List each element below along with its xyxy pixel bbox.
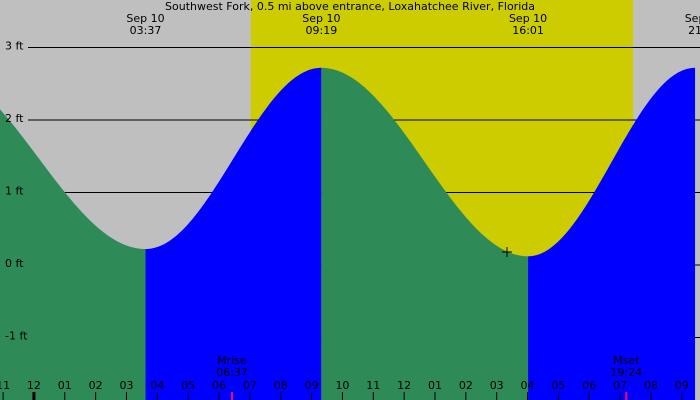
rising-tide (528, 67, 696, 400)
y-tick-label: 0 ft (5, 257, 24, 270)
extreme-time: 16:01 (512, 24, 544, 37)
moon-time: 06:37 (216, 366, 248, 379)
falling-tide (0, 109, 146, 400)
x-tick-label: 07 (243, 379, 257, 392)
falling-tide (321, 67, 529, 400)
x-tick-label: 11 (0, 379, 10, 392)
extreme-date: Sep 10 (302, 12, 340, 25)
x-tick-label: 05 (551, 379, 565, 392)
x-tick-label: 09 (305, 379, 319, 392)
cursor (502, 247, 512, 257)
chart-title: Southwest Fork, 0.5 mi above entrance, L… (165, 0, 535, 13)
x-tick-label: 12 (397, 379, 411, 392)
x-tick-label: 11 (366, 379, 380, 392)
extreme-date: Sep (685, 12, 700, 25)
x-tick-label: 09 (675, 379, 689, 392)
extreme-time: 09:19 (306, 24, 338, 37)
moon-label: Mset (613, 354, 640, 367)
extreme-date: Sep 10 (126, 12, 164, 25)
x-tick-label: 12 (27, 379, 41, 392)
y-tick-label: 1 ft (5, 184, 24, 197)
x-tick-label: 01 (58, 379, 72, 392)
x-tick-label: 03 (119, 379, 133, 392)
extreme-time: 21 (688, 24, 700, 37)
x-tick-label: 10 (335, 379, 349, 392)
x-tick-label: 08 (274, 379, 288, 392)
y-tick-label: 2 ft (5, 112, 24, 125)
moon-label: Mrise (217, 354, 247, 367)
x-tick-label: 03 (490, 379, 504, 392)
x-tick-label: 04 (521, 379, 535, 392)
y-tick-label: 3 ft (5, 39, 24, 52)
x-tick-label: 06 (582, 379, 596, 392)
x-tick-label: 07 (613, 379, 627, 392)
x-tick-label: 02 (89, 379, 103, 392)
y-tick-label: -1 ft (5, 330, 28, 343)
x-tick-label: 04 (150, 379, 164, 392)
x-tick-label: 08 (644, 379, 658, 392)
moon-time: 19:24 (610, 366, 642, 379)
rising-tide (145, 67, 322, 400)
extreme-time: 03:37 (130, 24, 162, 37)
x-tick-label: 06 (212, 379, 226, 392)
x-tick-label: 02 (459, 379, 473, 392)
x-tick-label: 05 (181, 379, 195, 392)
extreme-date: Sep 10 (509, 12, 547, 25)
x-tick-label: 01 (428, 379, 442, 392)
